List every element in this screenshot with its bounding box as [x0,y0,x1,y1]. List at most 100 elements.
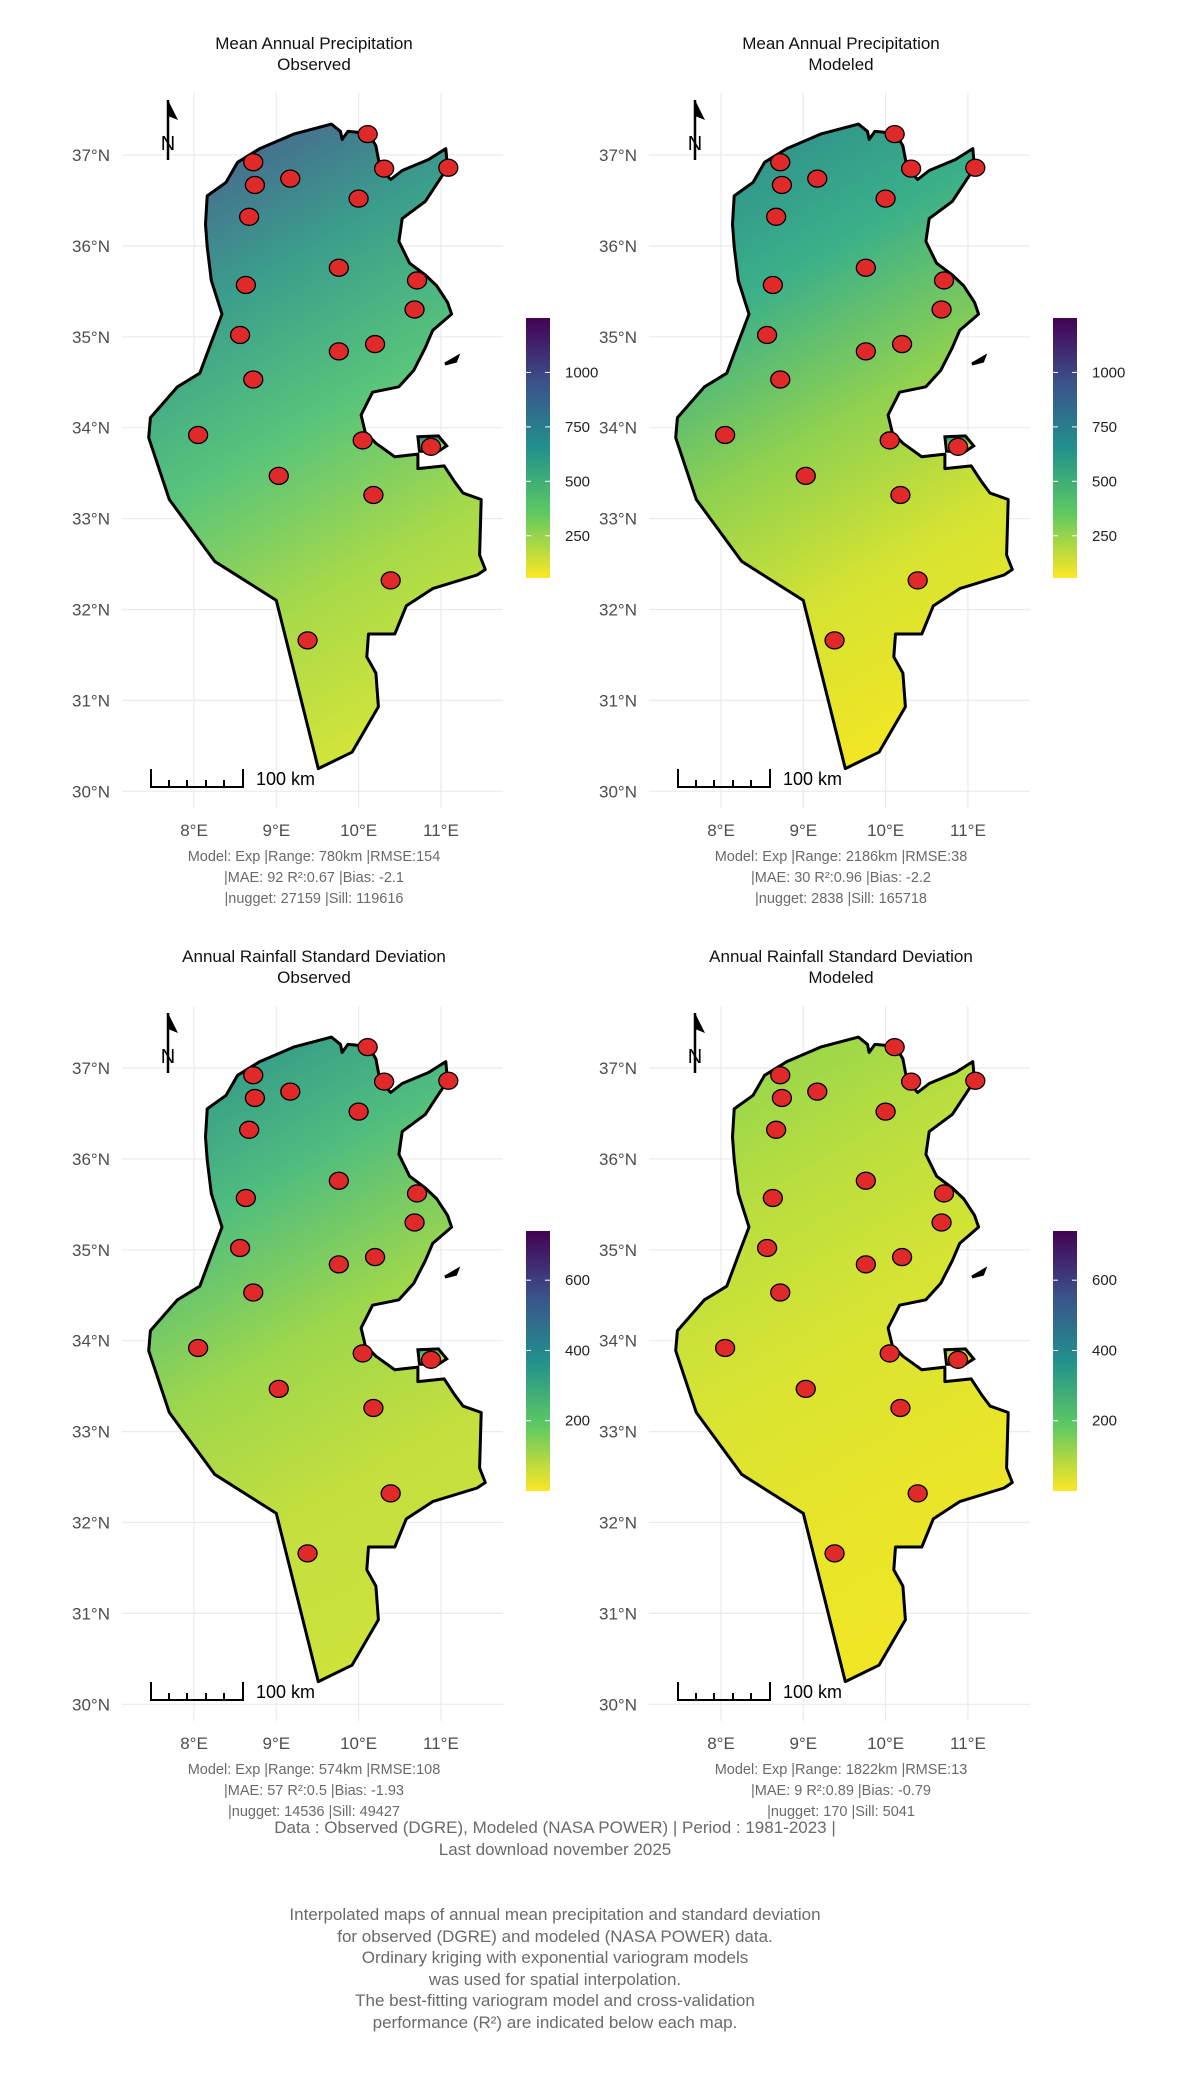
panel-title: Annual Rainfall Standard Deviation Modele… [541,946,1141,988]
station-point [363,485,384,505]
station-point [352,431,373,450]
kerkennah-island [971,353,988,366]
station-point [890,1398,911,1418]
lat-tick-label: 37°N [599,146,637,165]
colorbar [1053,1231,1077,1491]
lon-tick-label: 8°E [707,1734,735,1753]
colorbar-legend: 1000 750 500 250 [526,318,598,578]
station-point [420,437,442,456]
station-point [824,1544,845,1563]
station-point [244,175,266,195]
station-point [933,1184,955,1203]
lat-tick-label: 33°N [599,510,637,529]
lat-tick-label: 32°N [72,601,110,620]
station-point [770,370,791,389]
lat-tick-label: 33°N [72,1423,110,1442]
station-point [348,1102,369,1121]
station-point [420,1350,442,1369]
station-point [229,1238,251,1258]
footer-source-line: Last download november 2025 [438,1839,672,1859]
footer-description-line: Ordinary kriging with exponential variog… [361,1948,749,1967]
scale-bar: 100 km [677,769,842,789]
lon-tick-label: 10°E [340,1734,377,1753]
lon-tick-label: 8°E [180,821,208,840]
lon-tick-label: 9°E [263,821,291,840]
station-point [328,258,349,277]
model-caption-line: |nugget: 2838 |Sill: 165718 [754,891,927,907]
kerkennah-island [444,353,461,366]
station-point [268,466,289,486]
station-point [931,1213,952,1232]
panel-title: Mean Annual Precipitation Modeled [541,33,1141,75]
map-panel: Mean Annual Precipitation Observed 30°N 31°… [0,0,600,913]
station-point [357,1037,378,1057]
kerkennah-island [971,1266,988,1279]
colorbar-tick-label: 1000 [1092,364,1125,381]
model-caption-line: Model: Exp |Range: 780km |RMSE:154 [187,849,441,865]
station-point [243,1066,264,1085]
station-point [965,1071,986,1090]
station-point [406,271,428,290]
lat-tick-label: 37°N [599,1059,637,1078]
station-point [965,158,986,177]
colorbar-legend: 600 400 200 [526,1231,590,1491]
station-point [297,631,318,650]
station-point [243,370,264,389]
station-point [363,1398,384,1418]
panel-title: Mean Annual Precipitation Observed [14,33,614,75]
panel-subtitle: Observed [277,968,351,987]
station-point [890,485,911,505]
colorbar-tick-label: 200 [1092,1413,1117,1430]
colorbar [1053,318,1077,578]
station-point [406,1184,428,1203]
footer-description: Interpolated maps of annual mean precipi… [0,1904,1110,2033]
station-point [947,1350,969,1369]
colorbar-tick-label: 400 [565,1342,590,1359]
lat-tick-label: 34°N [599,419,637,438]
lon-tick-label: 11°E [950,1734,986,1753]
lat-tick-label: 36°N [72,237,110,256]
station-point [771,1088,793,1108]
panel-subtitle: Observed [277,55,351,74]
lat-tick-label: 30°N [72,1695,110,1714]
station-point [879,431,900,450]
station-point [891,1247,913,1267]
lat-tick-label: 34°N [599,1332,637,1351]
colorbar-tick-label: 400 [1092,1342,1117,1359]
lat-tick-label: 33°N [599,1423,637,1442]
station-point [328,1171,349,1190]
station-point [238,1120,260,1139]
colorbar-tick-label: 250 [565,528,590,545]
station-point [907,571,928,590]
colorbar-tick-label: 500 [565,473,590,490]
scale-bar-label: 100 km [783,769,842,789]
station-point [900,159,922,178]
scale-bar: 100 km [150,1682,315,1702]
lat-tick-label: 36°N [72,1150,110,1169]
footer-description-line: The best-fitting variogram model and cro… [355,1991,755,2010]
colorbar-legend: 1000 750 500 250 [1053,318,1125,578]
map-plot: 30°N 31°N 32°N 33°N 34°N 35°N 36°N 37°N 8°E 9°E 10… [72,1006,590,1753]
tunisia-outline [147,1035,487,1684]
panel-title-line: Mean Annual Precipitation [742,34,940,53]
north-arrow-label: N [161,133,175,155]
station-point [824,631,845,650]
lat-tick-label: 32°N [599,601,637,620]
model-caption: Model: Exp |Range: 574km |RMSE:108 |MAE: … [14,1760,614,1823]
station-point [855,258,876,277]
north-arrow-icon: N [688,100,705,160]
footer-description-line: performance (R²) are indicated below eac… [372,2012,738,2032]
station-point [795,466,816,486]
model-caption: Model: Exp |Range: 780km |RMSE:154 |MAE: … [14,847,614,910]
lat-tick-label: 31°N [72,691,110,710]
kerkennah-island [444,1266,461,1279]
lat-tick-label: 31°N [599,1604,637,1623]
station-point [765,1120,787,1139]
footer-description-line: Interpolated maps of annual mean precipi… [289,1905,821,1924]
colorbar-tick-label: 200 [565,1413,590,1430]
panel-title-line: Annual Rainfall Standard Deviation [182,947,446,966]
lon-tick-label: 8°E [180,1734,208,1753]
station-point [348,189,369,208]
map-panel: Annual Rainfall Standard Deviation Observ… [0,913,600,1826]
station-point [235,275,256,295]
